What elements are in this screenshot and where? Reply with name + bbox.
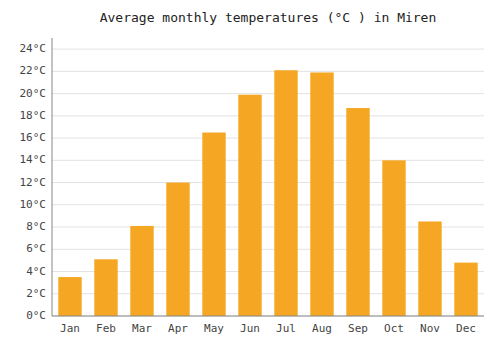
x-tick-label: May — [204, 322, 224, 335]
x-tick-label: Jul — [276, 322, 296, 335]
bar — [454, 263, 477, 316]
x-tick-label: Aug — [312, 322, 332, 335]
x-tick-label: Dec — [456, 322, 476, 335]
bar — [346, 108, 369, 316]
bar — [274, 70, 297, 316]
grid-line — [52, 115, 484, 116]
bar — [58, 277, 81, 316]
x-ticks: Jan Feb Mar Apr May Jun Jul Aug Sep Oct Nov Dec — [60, 322, 476, 335]
x-tick-label: Jan — [60, 322, 80, 335]
y-tick-label: 6°C — [26, 242, 46, 255]
grid-line — [52, 182, 484, 183]
bar — [238, 95, 261, 316]
y-tick-label: 24°C — [20, 42, 47, 55]
grid-line — [52, 204, 484, 205]
grid-line — [52, 138, 484, 139]
y-tick-label: 4°C — [26, 265, 46, 278]
grid — [52, 49, 484, 316]
bar — [418, 221, 441, 316]
bar — [94, 259, 117, 316]
title: Average monthly temperatures (°C ) in Mi… — [100, 10, 437, 25]
x-tick-label: Mar — [132, 322, 152, 335]
bar — [382, 160, 405, 316]
y-tick-label: 8°C — [26, 220, 46, 233]
grid-line — [52, 160, 484, 161]
bar — [310, 72, 333, 316]
y-axis-line — [52, 38, 53, 316]
grid-line — [52, 93, 484, 94]
x-axis-line — [52, 316, 484, 317]
y-tick-label: 12°C — [20, 176, 47, 189]
grid-line — [52, 49, 484, 50]
y-tick-label: 22°C — [20, 64, 47, 77]
x-tick-label: Feb — [96, 322, 116, 335]
y-tick-label: 20°C — [20, 87, 47, 100]
bar — [166, 183, 189, 316]
y-ticks: 0°C 2°C 4°C 6°C 8°C 10°C 12°C 14°C 16°C 18°C 20°C 2… — [20, 42, 47, 322]
bar — [202, 133, 225, 316]
x-tick-label: Nov — [420, 322, 440, 335]
y-tick-label: 10°C — [20, 198, 47, 211]
chart: 0°C 2°C 4°C 6°C 8°C 10°C 12°C 14°C 16°C 18°C 20°C 2… — [0, 0, 500, 350]
x-tick-label: Sep — [348, 322, 368, 335]
bar — [130, 226, 153, 316]
x-tick-label: Apr — [168, 322, 188, 335]
y-tick-label: 16°C — [20, 131, 47, 144]
grid-line — [52, 71, 484, 72]
x-tick-label: Oct — [384, 322, 404, 335]
grid-line — [52, 316, 484, 317]
y-tick-label: 2°C — [26, 287, 46, 300]
y-tick-label: 14°C — [20, 153, 47, 166]
x-tick-label: Jun — [240, 322, 260, 335]
y-tick-label: 18°C — [20, 109, 47, 122]
y-tick-label: 0°C — [26, 309, 46, 322]
bars — [58, 70, 477, 316]
